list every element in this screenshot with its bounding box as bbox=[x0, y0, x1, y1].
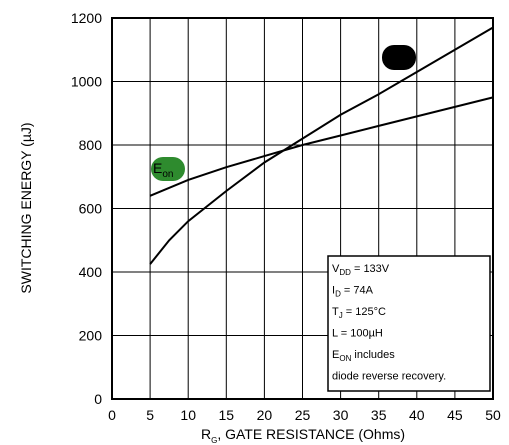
y-axis-title: SWITCHING ENERGY (µJ) bbox=[18, 122, 34, 293]
y-tick-label: 1000 bbox=[71, 74, 102, 90]
y-tick-label: 1200 bbox=[71, 10, 102, 26]
y-tick-label: 200 bbox=[79, 328, 103, 344]
eon-marker bbox=[151, 157, 185, 181]
y-tick-label: 600 bbox=[79, 201, 103, 217]
annotation-frame bbox=[327, 255, 491, 392]
annotation-line: ID = 74A bbox=[332, 285, 374, 299]
annotation-line: diode reverse recovery. bbox=[332, 371, 446, 383]
annotation-line: VDD = 133V bbox=[332, 263, 390, 277]
annotation-line: TJ = 125°C bbox=[332, 306, 386, 320]
y-tick-label: 0 bbox=[94, 391, 102, 407]
x-tick-label: 15 bbox=[219, 407, 235, 423]
x-tick-label: 30 bbox=[333, 407, 349, 423]
series-line-2 bbox=[149, 26, 494, 265]
x-tick-label: 25 bbox=[295, 407, 311, 423]
x-tick-label: 35 bbox=[371, 407, 387, 423]
y-tick-labels: 0 200 400 600 800 1000 1200 bbox=[71, 10, 102, 407]
x-tick-label: 20 bbox=[257, 407, 273, 423]
series-markers: Eon bbox=[151, 45, 416, 181]
x-axis-title-rest: , GATE RESISTANCE (Ohms) bbox=[217, 426, 405, 442]
y-tick-label: 400 bbox=[79, 264, 103, 280]
annotation-line: EON includes bbox=[332, 349, 395, 363]
x-tick-label: 50 bbox=[485, 407, 501, 423]
x-tick-label: 45 bbox=[447, 407, 463, 423]
series-line-1 bbox=[149, 96, 494, 197]
x-tick-label: 40 bbox=[409, 407, 425, 423]
x-tick-labels: 0 5 10 15 20 25 30 35 40 45 50 bbox=[108, 407, 501, 423]
y-tick-label: 800 bbox=[79, 137, 103, 153]
x-tick-label: 0 bbox=[108, 407, 116, 423]
annotation-box: VDD = 133V ID = 74A TJ = 125°C L = 100µH EON… bbox=[327, 255, 491, 392]
x-tick-label: 5 bbox=[146, 407, 154, 423]
eoff-marker bbox=[382, 45, 416, 70]
x-axis-title-main: R bbox=[201, 426, 211, 442]
plot-frame bbox=[111, 17, 494, 400]
series-layer bbox=[149, 26, 494, 265]
x-axis-title: RG, GATE RESISTANCE (Ohms) bbox=[201, 426, 405, 445]
x-tick-label: 10 bbox=[180, 407, 196, 423]
annotation-line: L = 100µH bbox=[332, 328, 383, 340]
x-axis-title-sub: G bbox=[211, 436, 217, 445]
eon-label: Eon bbox=[153, 160, 173, 180]
plot-frame-layer bbox=[111, 17, 494, 400]
